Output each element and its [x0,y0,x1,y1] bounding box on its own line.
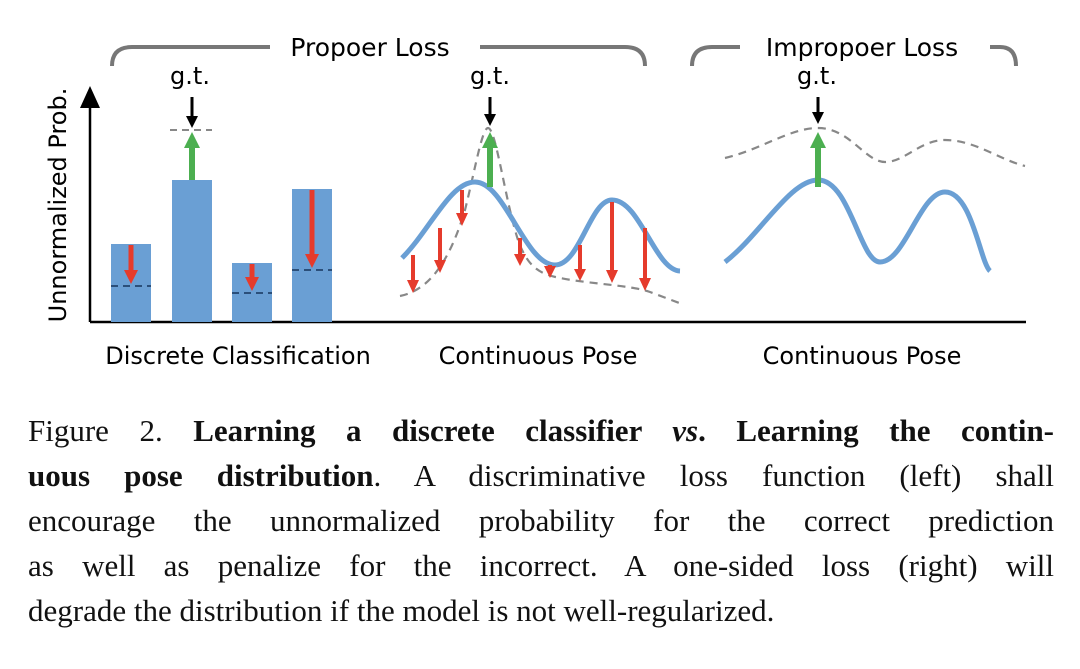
proper-loss-label: Propoer Loss [290,33,449,62]
caption-text: encourage the unnormalized probability f… [28,503,1054,538]
penalty-arrows [407,190,651,293]
target-distribution-curve [399,126,683,306]
figure-caption: Figure 2. Learning a discrete classifier… [28,408,1054,633]
caption-line: as well as penalize for the incorrect. A… [28,543,1054,588]
figure-diagram: Propoer Loss Impropoer Loss Unnormalized… [44,33,1026,370]
gt-reward-arrow [482,132,498,187]
gt-label-1: g.t. [170,62,210,90]
caption-text: Learning a discrete classifier [193,413,673,448]
gt-arrow-icon [186,97,198,128]
degraded-distribution-curve [724,126,1026,168]
caption-text: as well as penalize for the incorrect. A… [28,548,1054,583]
caption-line: encourage the unnormalized probability f… [28,498,1054,543]
gt-label-3: g.t. [797,62,837,90]
predicted-distribution-curve [400,179,681,274]
caption-text: . A discriminative loss function (left) … [373,458,1054,493]
y-axis-label: Unnormalized Prob. [44,88,72,323]
bar-arrows [124,132,319,291]
gt-arrow-icon [812,97,824,124]
caption-line: Figure 2. Learning a discrete classifier… [28,408,1054,453]
gt-label-2: g.t. [470,62,510,90]
caption-text: . Learning the contin- [698,413,1055,448]
gt-arrow-icon [484,97,496,126]
panel-label-discrete: Discrete Classification [105,342,371,370]
bar-2-gt [172,180,212,322]
gt-reward-arrow-right [810,132,826,187]
caption-text: degrade the distribution if the model is… [28,593,775,628]
bar-targets [111,129,332,294]
axes [80,86,1026,324]
caption-text: vs [672,413,699,448]
improper-loss-brace [690,45,1018,67]
panel-label-continuous-left: Continuous Pose [439,342,638,370]
caption-line: degrade the distribution if the model is… [28,588,1054,633]
improper-loss-label: Impropoer Loss [766,33,958,62]
predicted-distribution-curve-right [723,177,993,273]
caption-text: uous pose distribution [28,458,374,493]
y-axis-arrow-icon [80,86,100,108]
bars [111,180,332,322]
caption-text: Figure 2. [28,413,194,448]
caption-line: uous pose distribution. A discriminative… [28,453,1054,498]
panel-label-continuous-right: Continuous Pose [763,342,962,370]
proper-loss-brace [110,45,647,67]
